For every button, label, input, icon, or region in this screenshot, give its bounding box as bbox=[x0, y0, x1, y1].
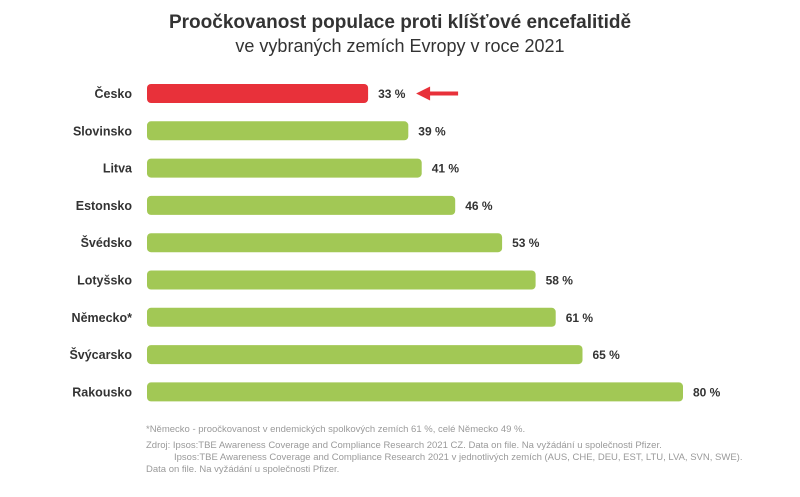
value-label: 33 % bbox=[378, 87, 406, 101]
category-label: Lotyšsko bbox=[77, 274, 132, 288]
bar bbox=[147, 195, 456, 215]
bar-chart: Česko 33 % Slovinsko 39 % Litva 41 % Estonsko 4… bbox=[69, 84, 721, 402]
bar-highlight bbox=[147, 84, 369, 103]
bar bbox=[147, 270, 536, 290]
value-label: 41 % bbox=[432, 162, 460, 176]
category-label: Švédsko bbox=[81, 235, 133, 250]
category-label: Rakousko bbox=[72, 385, 132, 399]
source-line-1: Zdroj: Ipsos:TBE Awareness Coverage and … bbox=[146, 440, 662, 451]
category-label: Česko bbox=[94, 86, 132, 101]
source-line-2: Ipsos:TBE Awareness Coverage and Complia… bbox=[174, 452, 743, 463]
value-label: 39 % bbox=[418, 124, 446, 138]
category-label: Litva bbox=[103, 162, 133, 176]
chart-subtitle: ve vybraných zemích Evropy v roce 2021 bbox=[235, 36, 565, 56]
bar bbox=[147, 345, 583, 365]
value-label: 58 % bbox=[546, 274, 574, 288]
category-label: Estonsko bbox=[76, 199, 133, 213]
bar bbox=[147, 233, 503, 253]
value-label: 80 % bbox=[693, 385, 721, 399]
footnote-germany: *Německo - proočkovanost v endemických s… bbox=[146, 424, 526, 435]
category-label: Švýcarsko bbox=[69, 347, 132, 362]
source-note: Zdroj: Ipsos:TBE Awareness Coverage and … bbox=[146, 440, 786, 476]
category-label: Německo* bbox=[72, 311, 133, 325]
bar bbox=[147, 307, 556, 327]
highlight-arrow-icon bbox=[416, 86, 459, 101]
value-label: 65 % bbox=[593, 348, 621, 362]
value-label: 46 % bbox=[465, 199, 493, 213]
bar bbox=[147, 158, 422, 178]
source-line-3: Data on file. Na vyžádání u společnosti … bbox=[146, 464, 340, 475]
value-label: 61 % bbox=[566, 311, 594, 325]
chart-title: Proočkovanost populace proti klíšťové en… bbox=[168, 12, 632, 33]
bar bbox=[147, 382, 683, 402]
bar bbox=[147, 121, 409, 141]
category-label: Slovinsko bbox=[73, 124, 132, 138]
value-label: 53 % bbox=[512, 236, 540, 250]
